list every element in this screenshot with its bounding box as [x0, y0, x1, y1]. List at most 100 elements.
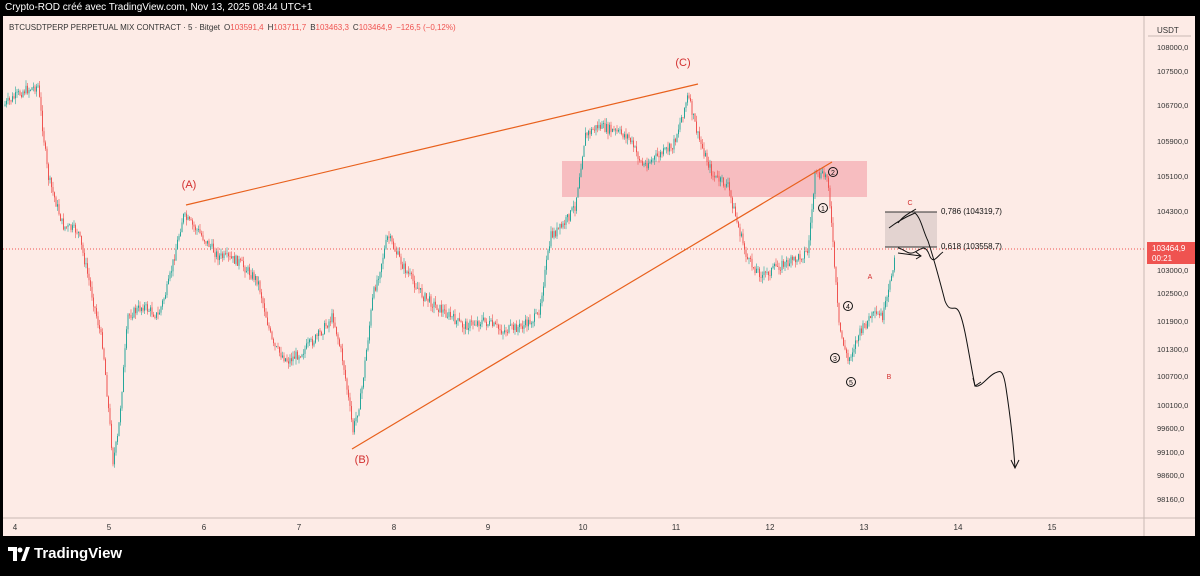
candle-body	[154, 316, 156, 318]
candle-body	[90, 280, 91, 287]
candle-body	[331, 313, 333, 322]
candle-body	[754, 267, 756, 273]
price-chart[interactable]: (A) (B) (C) 1 2 3 4 5 A B C 0,786 (10431…	[3, 16, 1195, 536]
candle-body	[351, 405, 352, 420]
tradingview-logo[interactable]: TradingView	[8, 545, 122, 562]
candle-body	[516, 324, 517, 332]
candle-body	[243, 260, 244, 268]
candle-body	[226, 253, 228, 255]
candle-body	[604, 123, 606, 132]
candle-body	[820, 173, 822, 179]
open-label: O	[224, 23, 230, 32]
candle-body	[202, 235, 204, 241]
candle-body	[828, 177, 829, 188]
candle-body	[747, 256, 748, 260]
candle-body	[471, 320, 472, 322]
candle-body	[712, 175, 714, 177]
candle-body	[817, 171, 819, 173]
last-price-badge[interactable]: 103464,9 00:21	[1147, 242, 1195, 264]
candle-body	[207, 240, 208, 244]
fib-618-ratio: 0,618	[941, 242, 962, 251]
subwave-3-marker[interactable]: 3	[830, 353, 840, 364]
candle-body	[156, 312, 157, 318]
candle-body	[336, 326, 337, 335]
candle-body	[85, 263, 87, 265]
candle-body	[568, 214, 570, 221]
corrective-label-C[interactable]: C	[907, 200, 912, 207]
corrective-label-A[interactable]: A	[868, 274, 873, 281]
candle-body	[382, 257, 384, 264]
candle-body	[58, 204, 60, 215]
currency-label: USDT	[1157, 26, 1179, 35]
candle-body	[492, 320, 493, 326]
candle-body	[450, 311, 451, 318]
candle-body	[619, 129, 621, 131]
candle-body	[211, 243, 213, 247]
candle-body	[282, 355, 283, 358]
candle-body	[177, 239, 178, 250]
candle-body	[631, 140, 633, 143]
time-tick: 4	[13, 523, 18, 532]
candle-body	[114, 452, 115, 465]
candle-body	[105, 359, 106, 376]
price-axis[interactable]: USDT 108000,0 107500,0 106700,0 105900,0 105…	[1148, 26, 1191, 504]
candle-body	[696, 121, 697, 133]
candle-body	[685, 102, 687, 109]
candle-body	[109, 408, 111, 424]
candle-body	[318, 330, 319, 336]
candle-body	[864, 323, 865, 325]
candle-body	[681, 117, 682, 123]
fib-retracement-zone[interactable]	[885, 212, 937, 247]
price-tick: 101900,0	[1157, 317, 1188, 326]
time-tick: 7	[297, 523, 302, 532]
candle-body	[756, 268, 757, 273]
subwave-5-marker[interactable]: 5	[846, 377, 856, 388]
candle-body	[847, 353, 849, 361]
candle-body	[201, 233, 202, 236]
wave-label-C[interactable]: (C)	[675, 57, 690, 69]
candle-body	[103, 348, 105, 360]
corrective-label-B[interactable]: B	[887, 374, 892, 381]
candle-body	[630, 137, 631, 143]
candle-body	[210, 246, 211, 248]
candle-body	[804, 251, 805, 259]
symbol-info-bar[interactable]: BTCUSDTPERP PERPETUAL MIX CONTRACT · 5 ·…	[9, 23, 456, 32]
candle-body	[607, 124, 609, 134]
candle-body	[526, 319, 528, 327]
price-tick: 102500,0	[1157, 289, 1188, 298]
wave-label-A[interactable]: (A)	[182, 179, 197, 191]
candle-body	[457, 318, 459, 321]
candle-body	[559, 223, 561, 229]
candle-body	[640, 160, 642, 162]
subwave-4-marker[interactable]: 4	[843, 301, 853, 312]
candle-body	[861, 328, 862, 334]
candle-body	[94, 306, 96, 309]
wave-label-B[interactable]: (B)	[355, 454, 370, 466]
candle-body	[147, 304, 148, 312]
time-axis[interactable]: 4 5 6 7 8 9 10 11 12 13 14 15	[13, 523, 1057, 532]
candle-body	[871, 312, 873, 319]
candle-body	[198, 229, 199, 230]
candle-body	[265, 311, 267, 318]
candle-body	[865, 323, 867, 329]
candle-body	[517, 327, 519, 332]
candle-body	[27, 85, 28, 94]
candle-body	[136, 307, 138, 314]
candle-body	[810, 222, 811, 241]
candle-body	[372, 297, 373, 311]
candle-body	[112, 447, 114, 465]
candle-body	[100, 329, 102, 333]
candle-body	[540, 303, 541, 315]
candle-body	[259, 281, 261, 293]
candle-body	[417, 287, 418, 289]
wedge-lower-trendline[interactable]	[351, 161, 833, 450]
chart-pane[interactable]: (A) (B) (C) 1 2 3 4 5 A B C 0,786 (10431…	[3, 16, 1195, 536]
candle-body	[880, 312, 882, 316]
wedge-upper-trendline[interactable]	[185, 83, 699, 206]
candle-body	[781, 260, 783, 271]
subwave-2-marker[interactable]: 2	[828, 167, 838, 178]
candle-body	[825, 174, 826, 178]
candle-body	[775, 264, 777, 267]
candle-body	[637, 152, 639, 159]
subwave-1-marker[interactable]: 1	[818, 203, 828, 214]
